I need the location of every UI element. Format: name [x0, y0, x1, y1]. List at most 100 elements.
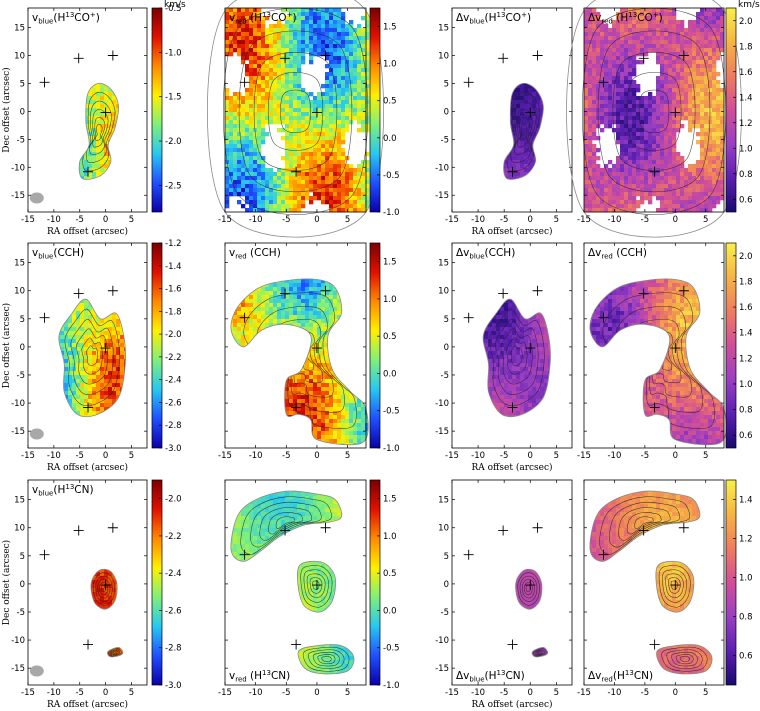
- map-pixel: [257, 196, 262, 201]
- map-pixel: [716, 8, 721, 13]
- map-pixel: [297, 164, 302, 169]
- map-pixel: [96, 120, 101, 125]
- map-pixel: [293, 84, 298, 89]
- map-pixel: [353, 104, 358, 109]
- map-pixel: [317, 136, 322, 141]
- map-pixel: [365, 20, 370, 25]
- map-pixel: [241, 36, 246, 41]
- map-pixel: [353, 180, 358, 185]
- map-pixel: [273, 40, 278, 45]
- map-pixel: [317, 124, 322, 129]
- map-pixel: [289, 128, 294, 133]
- map-pixel: [325, 196, 330, 201]
- map-pixel: [600, 24, 605, 29]
- map-pixel: [329, 144, 334, 149]
- map-pixel: [293, 184, 298, 189]
- map-pixel: [337, 8, 342, 13]
- map-pixel: [317, 172, 322, 177]
- map-pixel: [233, 96, 238, 101]
- map-pixel: [329, 200, 334, 205]
- map-pixel: [96, 116, 101, 121]
- map-pixel: [341, 44, 346, 49]
- map-pixel: [349, 204, 354, 209]
- map-pixel: [273, 172, 278, 177]
- map-pixel: [297, 180, 302, 185]
- map-pixel: [289, 44, 294, 49]
- map-pixel: [253, 52, 258, 57]
- map-pixel: [265, 84, 270, 89]
- map-pixel: [289, 80, 294, 85]
- map-pixel: [325, 140, 330, 145]
- map-pixel: [345, 80, 350, 85]
- map-pixel: [277, 88, 282, 93]
- map-pixel: [628, 20, 633, 25]
- map-pixel: [225, 96, 230, 101]
- map-pixel: [528, 100, 533, 105]
- map-pixel: [313, 176, 318, 181]
- map-pixel: [700, 8, 705, 13]
- map-pixel: [512, 172, 517, 177]
- map-pixel: [245, 72, 250, 77]
- map-pixel: [644, 24, 649, 29]
- map-pixel: [325, 96, 330, 101]
- map-pixel: [508, 164, 513, 169]
- map-pixel: [325, 64, 330, 69]
- map-pixel: [337, 52, 342, 57]
- map-pixel: [329, 196, 334, 201]
- map-pixel: [536, 100, 541, 105]
- map-pixel: [96, 148, 101, 153]
- map-pixel: [337, 192, 342, 197]
- map-pixel: [349, 108, 354, 113]
- map-pixel: [257, 96, 262, 101]
- map-pixel: [285, 60, 290, 65]
- map-pixel: [80, 168, 85, 173]
- map-pixel: [357, 204, 362, 209]
- map-pixel: [652, 20, 657, 25]
- map-pixel: [313, 12, 318, 17]
- map-pixel: [253, 140, 258, 145]
- map-pixel: [265, 200, 270, 205]
- map-pixel: [253, 148, 258, 153]
- map-pixel: [345, 76, 350, 81]
- colorbar-tick-label: 0.5: [383, 97, 397, 107]
- map-pixel: [317, 188, 322, 193]
- map-pixel: [265, 72, 270, 77]
- map-pixel: [265, 60, 270, 65]
- map-pixel: [305, 176, 310, 181]
- map-pixel: [532, 112, 537, 117]
- map-pixel: [225, 132, 230, 137]
- map-pixel: [301, 132, 306, 137]
- map-pixel: [329, 72, 334, 77]
- map-pixel: [229, 132, 234, 137]
- map-pixel: [365, 108, 370, 113]
- map-pixel: [712, 16, 717, 21]
- map-pixel: [696, 12, 701, 17]
- map-pixel: [349, 196, 354, 201]
- map-pixel: [273, 184, 278, 189]
- title-subscript: blue: [469, 18, 484, 26]
- map-pixel: [269, 92, 274, 97]
- map-pixel: [305, 196, 310, 201]
- map-pixel: [624, 12, 629, 17]
- map-pixel: [624, 24, 629, 29]
- map-pixel: [233, 112, 238, 117]
- map-pixel: [249, 116, 254, 121]
- map-pixel: [92, 152, 97, 157]
- map-pixel: [289, 116, 294, 121]
- star-marker: [463, 77, 474, 88]
- map-pixel: [365, 120, 370, 125]
- map-pixel: [341, 16, 346, 21]
- map-pixel: [345, 72, 350, 77]
- map-pixel: [285, 156, 290, 161]
- map-pixel: [241, 124, 246, 129]
- map-pixel: [285, 48, 290, 53]
- map-pixel: [321, 140, 326, 145]
- map-pixel: [321, 196, 326, 201]
- map-pixel: [329, 180, 334, 185]
- map-pixel: [249, 8, 254, 13]
- map-pixel: [600, 28, 605, 33]
- map-pixel: [80, 160, 85, 165]
- map-pixel: [249, 164, 254, 169]
